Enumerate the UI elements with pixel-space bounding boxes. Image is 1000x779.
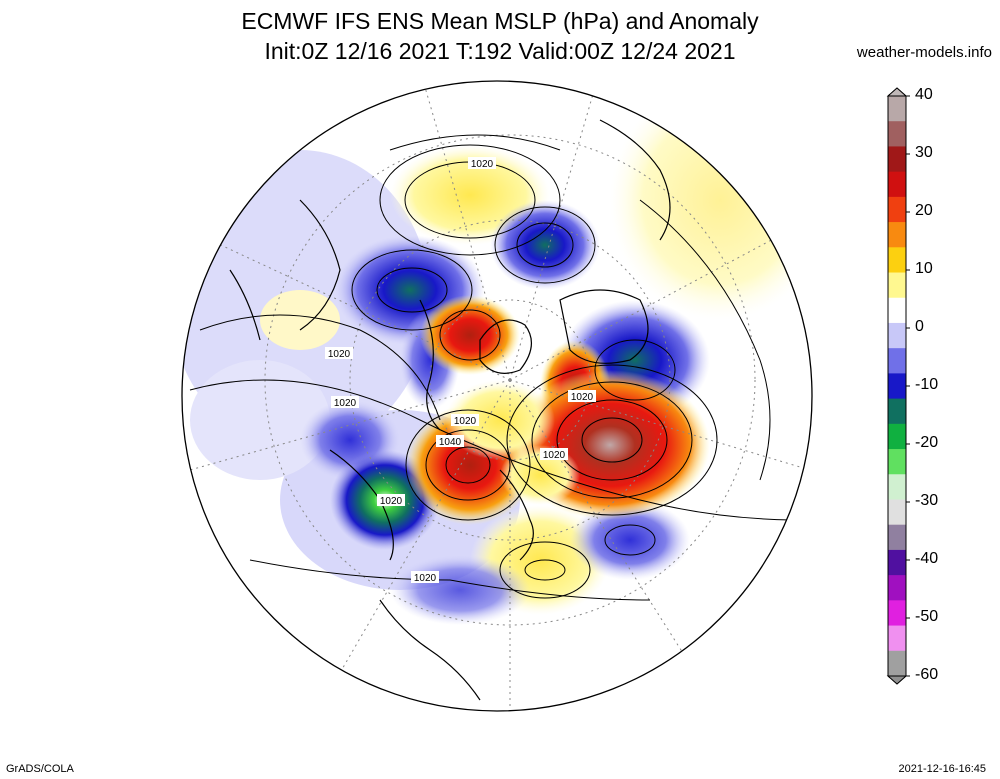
contour-label: 1020 xyxy=(543,450,566,461)
contour-label: 1020 xyxy=(328,349,351,360)
colorbar xyxy=(886,87,910,685)
colorbar-swatch xyxy=(888,600,906,627)
colorbar-swatch xyxy=(888,322,906,349)
map-border xyxy=(181,80,813,712)
colorbar-bottom-arrow xyxy=(886,675,908,685)
colorbar-tick-label: -40 xyxy=(915,550,939,567)
contour-label: 1020 xyxy=(471,159,494,170)
colorbar-swatch xyxy=(888,96,906,122)
graticule xyxy=(189,81,811,711)
colorbar-swatch xyxy=(888,247,906,274)
colorbar-top-arrow xyxy=(886,87,908,97)
source-credit: weather-models.info xyxy=(856,44,992,61)
contour-label: 1040 xyxy=(439,437,462,448)
colorbar-swatch xyxy=(888,499,906,526)
colorbar-tick-label: 10 xyxy=(915,260,933,277)
colorbar-swatch xyxy=(888,398,906,425)
footer-software: GrADS/COLA xyxy=(6,763,74,775)
colorbar-swatch xyxy=(888,625,906,652)
colorbar-swatch xyxy=(888,373,906,400)
colorbar-swatch xyxy=(888,146,906,173)
colorbar-swatch xyxy=(888,524,906,551)
isobars xyxy=(189,134,801,601)
contour-label: 1020 xyxy=(454,416,477,427)
colorbar-tick-label: -30 xyxy=(915,492,939,509)
colorbar-swatch xyxy=(888,549,906,576)
chart-title: ECMWF IFS ENS Mean MSLP (hPa) and Anomal… xyxy=(241,8,759,34)
colorbar-tick-label: -60 xyxy=(915,666,939,683)
colorbar-tick-label: 20 xyxy=(915,202,933,219)
contour-label: 1020 xyxy=(334,398,357,409)
colorbar-swatch xyxy=(888,196,906,223)
colorbar-swatch xyxy=(888,348,906,374)
anomaly-shading xyxy=(182,81,812,711)
colorbar-swatch xyxy=(888,423,906,450)
contour-label: 1020 xyxy=(380,496,403,507)
contour-label: 1020 xyxy=(414,573,437,584)
colorbar-swatch xyxy=(888,650,906,677)
chart-subtitle: Init:0Z 12/16 2021 T:192 Valid:00Z 12/24… xyxy=(264,38,736,64)
colorbar-tick-label: -50 xyxy=(915,608,939,625)
colorbar-tick-label: 0 xyxy=(915,318,924,335)
colorbar-tick-label: 30 xyxy=(915,144,933,161)
colorbar-swatch xyxy=(888,222,906,248)
colorbar-swatch xyxy=(888,297,906,324)
colorbar-tick-label: -20 xyxy=(915,434,939,451)
colorbar-swatch xyxy=(888,449,906,475)
colorbar-tick-label: -10 xyxy=(915,376,939,393)
contour-label: 1020 xyxy=(571,392,594,403)
colorbar-swatch xyxy=(888,474,906,500)
colorbar-swatch xyxy=(888,171,906,198)
colorbar-swatch xyxy=(888,272,906,299)
colorbar-tick-label: 40 xyxy=(915,86,933,103)
colorbar-swatch xyxy=(888,575,906,601)
colorbar-swatch xyxy=(888,121,906,147)
contour-labels: 1020 1020 1020 1020 1020 1040 1020 1020 … xyxy=(325,157,596,584)
footer-timestamp: 2021-12-16-16:45 xyxy=(898,763,986,775)
